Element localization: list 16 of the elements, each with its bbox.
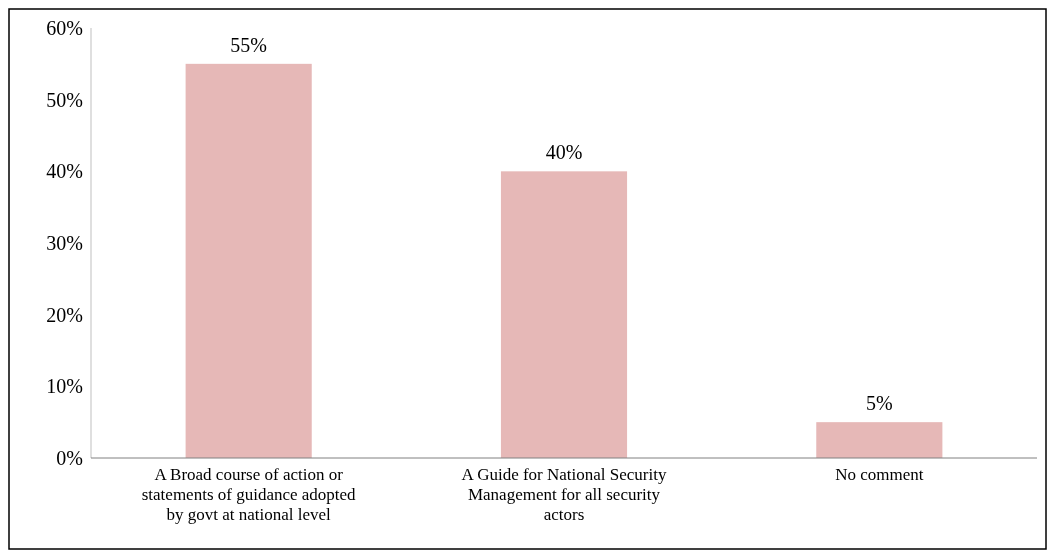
y-tick-label: 20% xyxy=(46,303,83,326)
data-label: 55% xyxy=(230,33,267,56)
bar xyxy=(500,171,628,458)
y-tick-label: 10% xyxy=(46,375,83,398)
x-tick-label: A Broad course of action or statements of guidance adopted by govt at national level xyxy=(141,465,357,524)
y-tick-label: 60% xyxy=(46,17,83,39)
data-label: 40% xyxy=(545,141,583,164)
x-tick-label: No comment xyxy=(835,465,924,484)
y-tick-label: 30% xyxy=(46,232,83,254)
bar xyxy=(185,63,312,458)
y-tick-label: 40% xyxy=(46,160,83,183)
bar xyxy=(816,422,943,458)
y-tick-label: 50% xyxy=(46,88,83,111)
y-tick-label: 0% xyxy=(56,447,83,469)
x-tick-label: A Guide for National Security Management for all security actors xyxy=(461,465,667,524)
data-label: 5% xyxy=(866,392,893,415)
